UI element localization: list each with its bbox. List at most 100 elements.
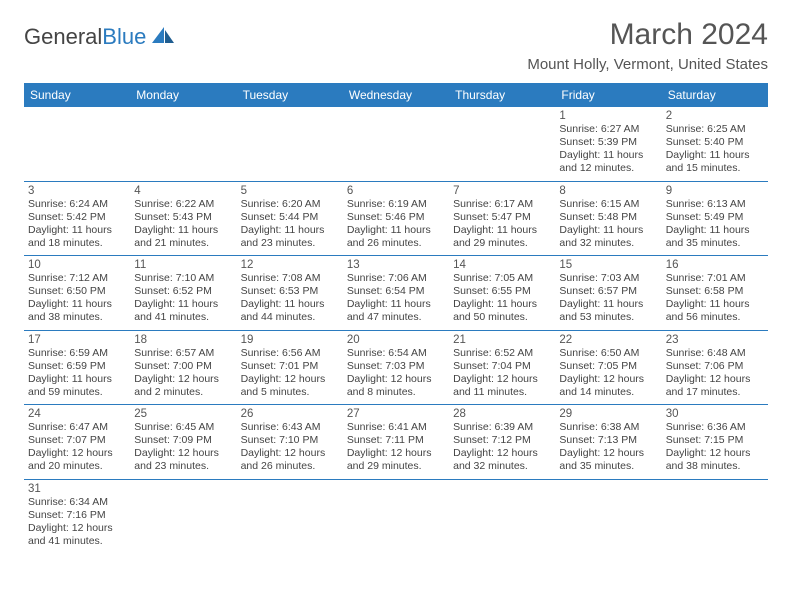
- day-number: 19: [241, 334, 339, 346]
- day-cell: 14Sunrise: 7:05 AMSunset: 6:55 PMDayligh…: [449, 256, 555, 330]
- empty-cell: [237, 480, 343, 554]
- day-cell: 28Sunrise: 6:39 AMSunset: 7:12 PMDayligh…: [449, 405, 555, 479]
- day-cell: 31Sunrise: 6:34 AMSunset: 7:16 PMDayligh…: [24, 480, 130, 554]
- day-number: 15: [559, 259, 657, 271]
- sunset-line: Sunset: 7:10 PM: [241, 434, 339, 447]
- sunset-line: Sunset: 7:13 PM: [559, 434, 657, 447]
- daylight-line: Daylight: 11 hours and 53 minutes.: [559, 298, 657, 324]
- sunset-line: Sunset: 7:00 PM: [134, 360, 232, 373]
- empty-cell: [662, 480, 768, 554]
- day-number: 22: [559, 334, 657, 346]
- day-number: 14: [453, 259, 551, 271]
- sunset-line: Sunset: 6:53 PM: [241, 285, 339, 298]
- sunrise-line: Sunrise: 7:01 AM: [666, 272, 764, 285]
- sunset-line: Sunset: 5:43 PM: [134, 211, 232, 224]
- daylight-line: Daylight: 11 hours and 47 minutes.: [347, 298, 445, 324]
- sunrise-line: Sunrise: 6:15 AM: [559, 198, 657, 211]
- day-number: 17: [28, 334, 126, 346]
- day-number: 13: [347, 259, 445, 271]
- sunrise-line: Sunrise: 7:12 AM: [28, 272, 126, 285]
- sunset-line: Sunset: 5:49 PM: [666, 211, 764, 224]
- day-number: 24: [28, 408, 126, 420]
- day-number: 5: [241, 185, 339, 197]
- daylight-line: Daylight: 12 hours and 11 minutes.: [453, 373, 551, 399]
- day-cell: 13Sunrise: 7:06 AMSunset: 6:54 PMDayligh…: [343, 256, 449, 330]
- day-cell: 8Sunrise: 6:15 AMSunset: 5:48 PMDaylight…: [555, 182, 661, 256]
- day-cell: 18Sunrise: 6:57 AMSunset: 7:00 PMDayligh…: [130, 331, 236, 405]
- sunrise-line: Sunrise: 6:59 AM: [28, 347, 126, 360]
- sunrise-line: Sunrise: 7:05 AM: [453, 272, 551, 285]
- sail-icon: [150, 25, 176, 50]
- sunset-line: Sunset: 7:09 PM: [134, 434, 232, 447]
- sunset-line: Sunset: 6:57 PM: [559, 285, 657, 298]
- dow-friday: Friday: [555, 83, 661, 107]
- day-cell: 3Sunrise: 6:24 AMSunset: 5:42 PMDaylight…: [24, 182, 130, 256]
- sunrise-line: Sunrise: 7:03 AM: [559, 272, 657, 285]
- day-number: 11: [134, 259, 232, 271]
- sunset-line: Sunset: 5:42 PM: [28, 211, 126, 224]
- brand-name-b: Blue: [102, 24, 146, 49]
- location: Mount Holly, Vermont, United States: [527, 56, 768, 73]
- sunset-line: Sunset: 6:55 PM: [453, 285, 551, 298]
- sunrise-line: Sunrise: 6:27 AM: [559, 123, 657, 136]
- daylight-line: Daylight: 11 hours and 44 minutes.: [241, 298, 339, 324]
- empty-cell: [555, 480, 661, 554]
- sunset-line: Sunset: 5:39 PM: [559, 136, 657, 149]
- daylight-line: Daylight: 11 hours and 38 minutes.: [28, 298, 126, 324]
- sunset-line: Sunset: 7:11 PM: [347, 434, 445, 447]
- sunrise-line: Sunrise: 6:36 AM: [666, 421, 764, 434]
- day-number: 27: [347, 408, 445, 420]
- day-number: 29: [559, 408, 657, 420]
- sunset-line: Sunset: 6:50 PM: [28, 285, 126, 298]
- day-cell: 16Sunrise: 7:01 AMSunset: 6:58 PMDayligh…: [662, 256, 768, 330]
- day-cell: 24Sunrise: 6:47 AMSunset: 7:07 PMDayligh…: [24, 405, 130, 479]
- day-cell: 4Sunrise: 6:22 AMSunset: 5:43 PMDaylight…: [130, 182, 236, 256]
- day-number: 7: [453, 185, 551, 197]
- sunset-line: Sunset: 7:06 PM: [666, 360, 764, 373]
- daylight-line: Daylight: 12 hours and 29 minutes.: [347, 447, 445, 473]
- day-number: 3: [28, 185, 126, 197]
- dow-sunday: Sunday: [24, 83, 130, 107]
- empty-cell: [449, 480, 555, 554]
- calendar: SundayMondayTuesdayWednesdayThursdayFrid…: [24, 83, 768, 553]
- sunset-line: Sunset: 7:01 PM: [241, 360, 339, 373]
- sunset-line: Sunset: 5:48 PM: [559, 211, 657, 224]
- daylight-line: Daylight: 12 hours and 23 minutes.: [134, 447, 232, 473]
- day-number: 31: [28, 483, 126, 495]
- dow-header: SundayMondayTuesdayWednesdayThursdayFrid…: [24, 83, 768, 107]
- sunset-line: Sunset: 7:05 PM: [559, 360, 657, 373]
- day-number: 25: [134, 408, 232, 420]
- day-cell: 21Sunrise: 6:52 AMSunset: 7:04 PMDayligh…: [449, 331, 555, 405]
- empty-cell: [449, 107, 555, 181]
- sunrise-line: Sunrise: 7:10 AM: [134, 272, 232, 285]
- sunrise-line: Sunrise: 6:50 AM: [559, 347, 657, 360]
- week-row: 31Sunrise: 6:34 AMSunset: 7:16 PMDayligh…: [24, 480, 768, 554]
- day-number: 8: [559, 185, 657, 197]
- day-cell: 2Sunrise: 6:25 AMSunset: 5:40 PMDaylight…: [662, 107, 768, 181]
- sunset-line: Sunset: 5:40 PM: [666, 136, 764, 149]
- day-cell: 27Sunrise: 6:41 AMSunset: 7:11 PMDayligh…: [343, 405, 449, 479]
- empty-cell: [237, 107, 343, 181]
- day-cell: 22Sunrise: 6:50 AMSunset: 7:05 PMDayligh…: [555, 331, 661, 405]
- dow-tuesday: Tuesday: [237, 83, 343, 107]
- day-cell: 1Sunrise: 6:27 AMSunset: 5:39 PMDaylight…: [555, 107, 661, 181]
- sunrise-line: Sunrise: 6:41 AM: [347, 421, 445, 434]
- sunset-line: Sunset: 6:58 PM: [666, 285, 764, 298]
- empty-cell: [130, 480, 236, 554]
- daylight-line: Daylight: 12 hours and 20 minutes.: [28, 447, 126, 473]
- week-row: 3Sunrise: 6:24 AMSunset: 5:42 PMDaylight…: [24, 182, 768, 257]
- day-number: 1: [559, 110, 657, 122]
- day-cell: 25Sunrise: 6:45 AMSunset: 7:09 PMDayligh…: [130, 405, 236, 479]
- daylight-line: Daylight: 11 hours and 29 minutes.: [453, 224, 551, 250]
- month-title: March 2024: [527, 18, 768, 52]
- sunrise-line: Sunrise: 6:57 AM: [134, 347, 232, 360]
- sunset-line: Sunset: 6:54 PM: [347, 285, 445, 298]
- day-cell: 19Sunrise: 6:56 AMSunset: 7:01 PMDayligh…: [237, 331, 343, 405]
- day-cell: 20Sunrise: 6:54 AMSunset: 7:03 PMDayligh…: [343, 331, 449, 405]
- sunrise-line: Sunrise: 6:56 AM: [241, 347, 339, 360]
- daylight-line: Daylight: 11 hours and 18 minutes.: [28, 224, 126, 250]
- day-number: 2: [666, 110, 764, 122]
- week-row: 17Sunrise: 6:59 AMSunset: 6:59 PMDayligh…: [24, 331, 768, 406]
- daylight-line: Daylight: 11 hours and 15 minutes.: [666, 149, 764, 175]
- sunrise-line: Sunrise: 6:17 AM: [453, 198, 551, 211]
